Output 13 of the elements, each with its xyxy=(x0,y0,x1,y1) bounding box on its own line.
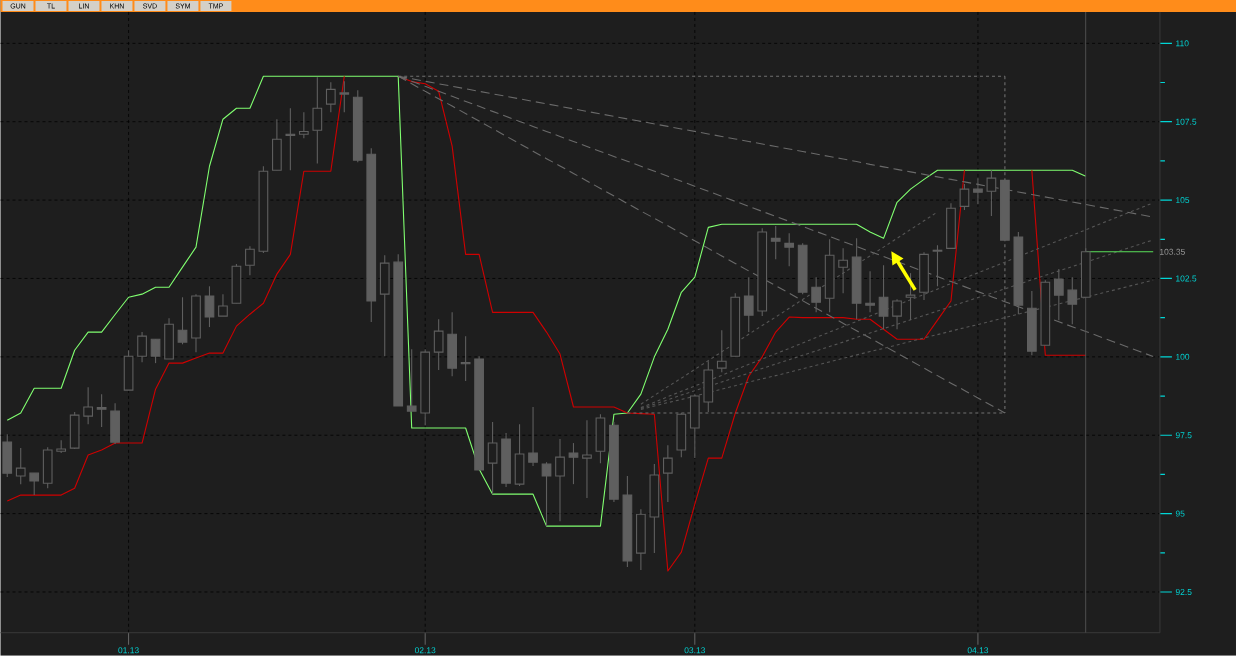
y-tick-label: 107.5 xyxy=(1176,118,1197,125)
y-tick-label: 105 xyxy=(1176,197,1190,204)
x-tick-label: 01.13 xyxy=(118,647,139,654)
x-tick-label: 02.13 xyxy=(414,647,436,654)
y-tick-label: 97.5 xyxy=(1175,432,1192,439)
data-label: 103.35 xyxy=(1160,249,1185,256)
x-tick-label: 03.13 xyxy=(684,647,706,654)
y-tick-label: 110 xyxy=(1176,40,1189,47)
x-tick-label: 04.13 xyxy=(967,647,989,654)
y-tick-label: 102.5 xyxy=(1176,275,1197,282)
y-tick-label: 95 xyxy=(1175,510,1185,517)
y-tick-label: 100 xyxy=(1176,354,1190,361)
y-tick-label: 92.5 xyxy=(1175,589,1192,596)
